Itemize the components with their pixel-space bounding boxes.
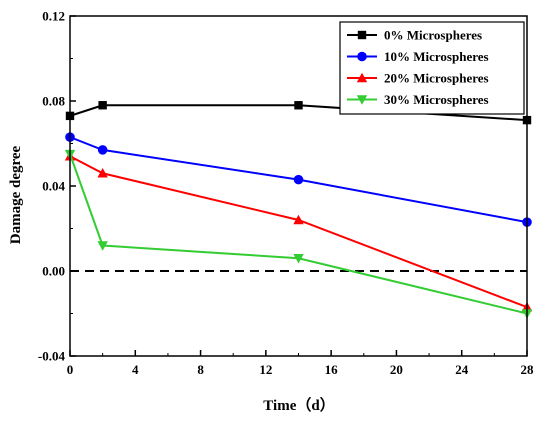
x-tick-label-2: 8 bbox=[197, 362, 204, 377]
legend-label-3: 30% Microspheres bbox=[384, 92, 489, 107]
legend-label-1: 10% Microspheres bbox=[384, 49, 489, 64]
plot-area bbox=[64, 101, 533, 319]
series-line-3 bbox=[69, 153, 528, 315]
legend-label-0: 0% Microspheres bbox=[384, 28, 482, 43]
y-tick-label-2: 0.04 bbox=[42, 179, 65, 194]
x-axis-title: Time（d） bbox=[263, 396, 334, 414]
series-line-1 bbox=[69, 136, 528, 224]
y-tick-label-0: -0.04 bbox=[38, 349, 66, 364]
legend-marker-2 bbox=[356, 72, 368, 83]
data-point-s0-1 bbox=[98, 101, 107, 110]
y-axis-title: Damage degree bbox=[8, 145, 24, 244]
y-tick-label-4: 0.12 bbox=[42, 9, 65, 24]
legend-marker-1 bbox=[357, 51, 367, 62]
legend-label-2: 20% Microspheres bbox=[384, 71, 489, 86]
x-tick-label-3: 12 bbox=[259, 362, 272, 377]
x-tick-label-1: 4 bbox=[132, 362, 139, 377]
axes: 0 4 8 12 16 20 24 28 -0.04 0.00 0.04 0.08 0.12 bbox=[38, 9, 534, 378]
x-tick-label-0: 0 bbox=[67, 362, 74, 377]
data-point-s1-1 bbox=[97, 145, 108, 155]
data-point-s1-2 bbox=[293, 174, 304, 185]
y-tick-label-1: 0.00 bbox=[42, 264, 65, 279]
legend-marker-3 bbox=[356, 95, 368, 105]
x-tick-label-4: 16 bbox=[325, 362, 339, 377]
data-point-s0-2 bbox=[294, 101, 303, 110]
data-point-s2-1 bbox=[97, 168, 108, 178]
data-point-s2-2 bbox=[293, 214, 304, 225]
x-tick-label-6: 24 bbox=[455, 362, 469, 377]
data-point-s3-1 bbox=[97, 241, 108, 251]
legend-marker-0 bbox=[357, 30, 367, 40]
data-point-s3-2 bbox=[293, 254, 304, 264]
y-tick-label-3: 0.08 bbox=[42, 94, 65, 109]
x-tick-label-5: 20 bbox=[390, 362, 403, 377]
series-line-2 bbox=[69, 155, 528, 309]
series-1 bbox=[65, 132, 532, 227]
x-tick-label-7: 28 bbox=[521, 362, 535, 377]
legend: 0% Microspheres 10% Microspheres 20% Micro… bbox=[339, 21, 525, 115]
